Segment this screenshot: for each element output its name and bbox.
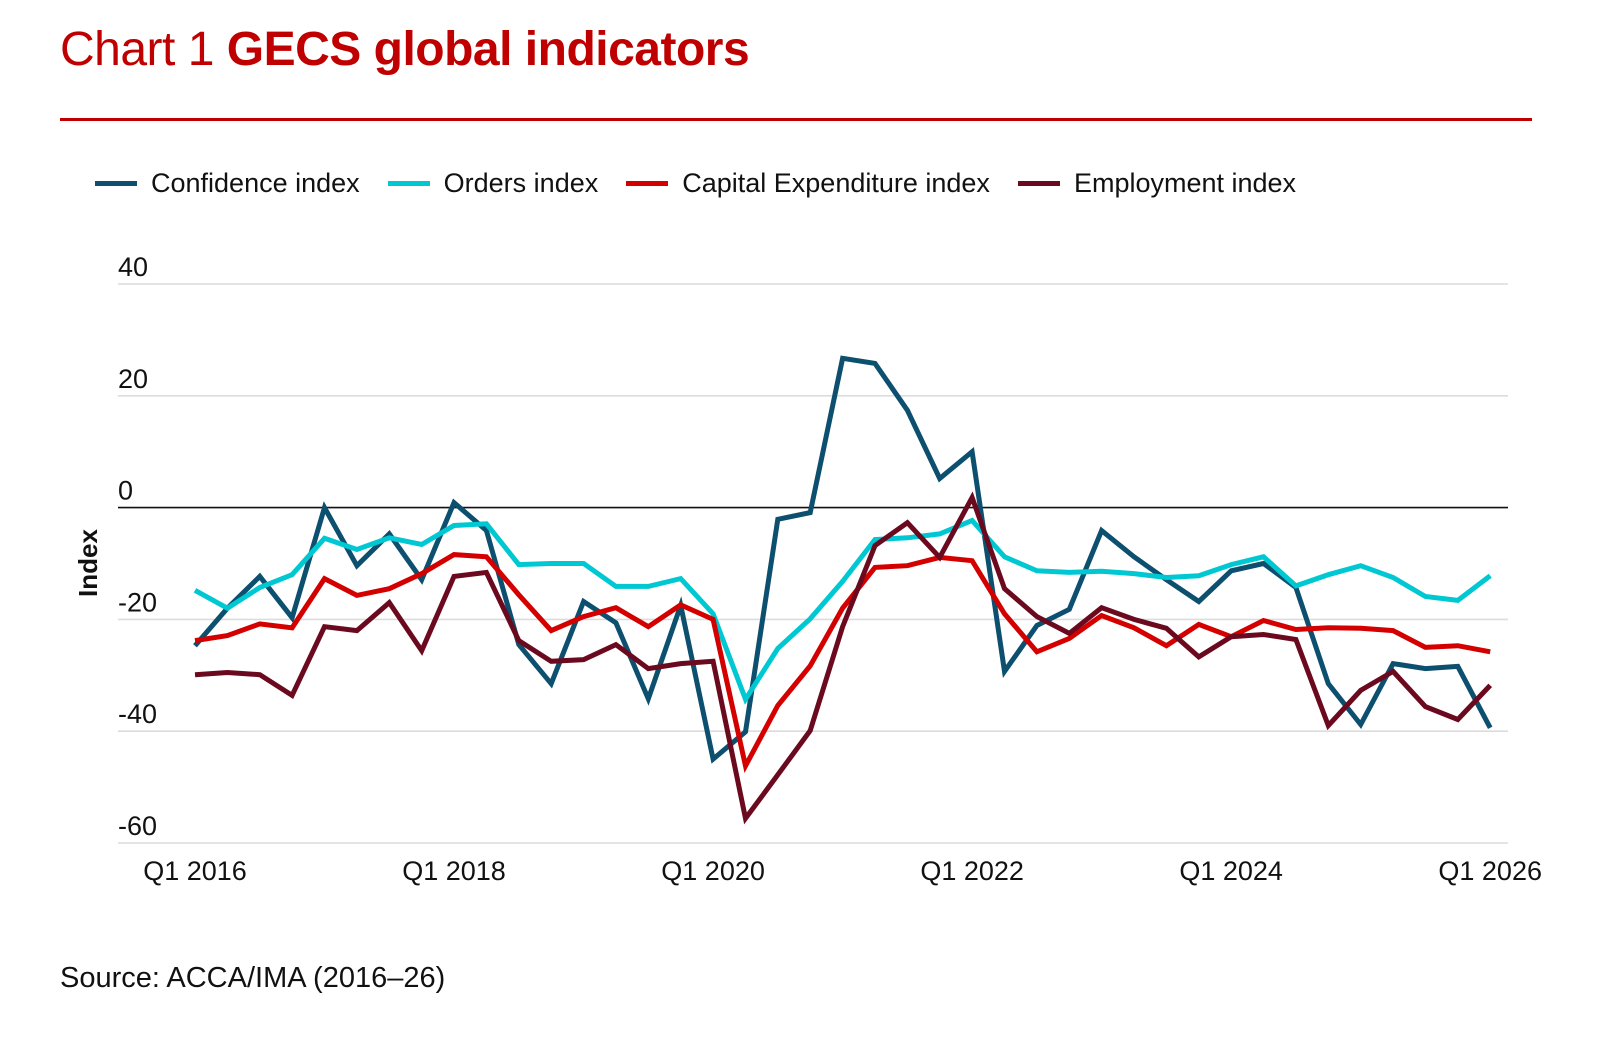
x-tick-label: Q1 2018 — [402, 856, 506, 886]
y-tick-label: 20 — [118, 364, 148, 394]
y-tick-label: -40 — [118, 699, 157, 729]
y-tick-label: 0 — [118, 476, 133, 506]
legend-item-employment: Employment index — [1017, 168, 1297, 199]
legend-item-orders: Orders index — [387, 168, 599, 199]
legend-swatch — [626, 181, 669, 186]
x-tick-label: Q1 2026 — [1438, 856, 1542, 886]
chart-title-main: GECS global indicators — [226, 23, 750, 76]
legend-item-capex: Capital Expenditure index — [626, 168, 990, 199]
legend-label: Confidence index — [151, 168, 360, 198]
y-axis-label: Index — [73, 529, 103, 597]
chart-title-prefix: Chart 1 — [60, 23, 214, 76]
chart-title: Chart 1 GECS global indicators — [60, 22, 750, 77]
x-tick-label: Q1 2022 — [920, 856, 1024, 886]
legend-swatch — [95, 181, 137, 186]
series-line-employment-index — [194, 491, 1493, 825]
x-tick-label: Q1 2020 — [661, 856, 765, 886]
legend-label: Employment index — [1073, 168, 1297, 198]
series-line-confidence-index — [193, 355, 1493, 764]
y-tick-label: -60 — [118, 811, 157, 841]
legend-item-confidence: Confidence index — [95, 168, 360, 199]
legend: Confidence index Orders index Capital Ex… — [95, 168, 1296, 199]
legend-label: Orders index — [443, 168, 599, 198]
series-line-orders-index — [193, 517, 1492, 705]
legend-swatch — [1017, 181, 1060, 186]
x-tick-label: Q1 2024 — [1179, 856, 1283, 886]
y-tick-label: -20 — [118, 587, 157, 617]
series-line-capital-expenditure-index — [194, 552, 1491, 774]
legend-label: Capital Expenditure index — [682, 168, 990, 198]
y-tick-label: 40 — [118, 252, 148, 282]
title-rule — [60, 118, 1532, 121]
legend-swatch — [387, 181, 430, 186]
x-tick-label: Q1 2016 — [143, 856, 247, 886]
source-note: Source: ACCA/IMA (2016–26) — [60, 962, 446, 994]
